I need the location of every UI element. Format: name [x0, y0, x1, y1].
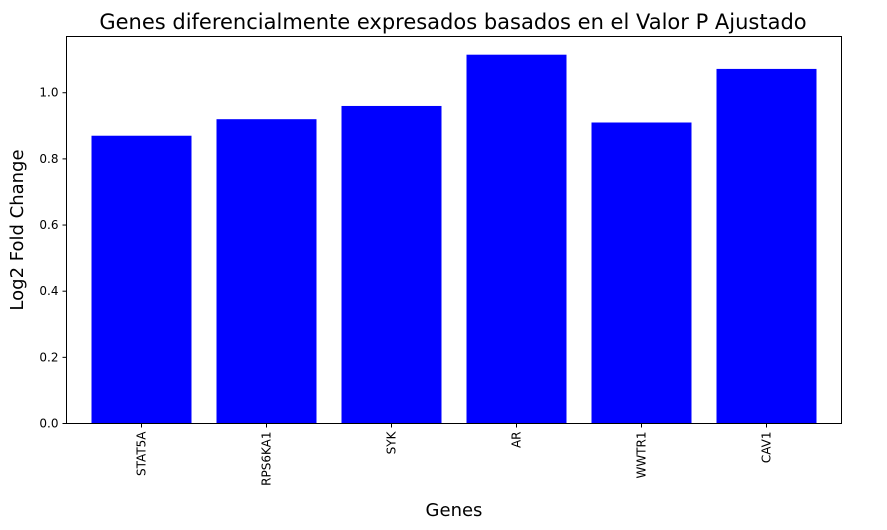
bar-stat5a	[91, 135, 192, 424]
y-tick-label: 0.8	[39, 152, 58, 166]
bar-wwtr1	[591, 122, 692, 424]
bar-rps6ka1	[216, 119, 317, 424]
y-tick-label: 1.0	[39, 86, 58, 100]
y-tick-label: 0.2	[39, 350, 58, 364]
x-tick-label: SYK	[385, 430, 399, 454]
x-tick-label: AR	[510, 432, 524, 449]
x-tick-label: WWTR1	[635, 432, 649, 479]
bar-ar	[466, 54, 567, 424]
x-axis: STAT5A RPS6KA1 SYK AR WWTR1 CAV1	[135, 423, 774, 486]
plot-area	[91, 54, 817, 424]
y-axis-label: Log2 Fold Change	[7, 149, 28, 310]
bar-syk	[341, 105, 442, 424]
x-tick-label: RPS6KA1	[260, 432, 274, 486]
bar-cav1	[716, 68, 817, 424]
y-axis: 0.0 0.2 0.4 0.6 0.8 1.0	[39, 86, 67, 431]
y-tick-label: 0.0	[39, 417, 58, 431]
chart-title: Genes diferencialmente expresados basado…	[99, 10, 806, 34]
y-tick-label: 0.6	[39, 218, 58, 232]
x-tick-label: CAV1	[760, 432, 774, 464]
x-axis-label: Genes	[426, 500, 483, 521]
y-tick-label: 0.4	[39, 284, 58, 298]
x-tick-label: STAT5A	[135, 431, 149, 476]
plot-frame	[66, 36, 842, 424]
